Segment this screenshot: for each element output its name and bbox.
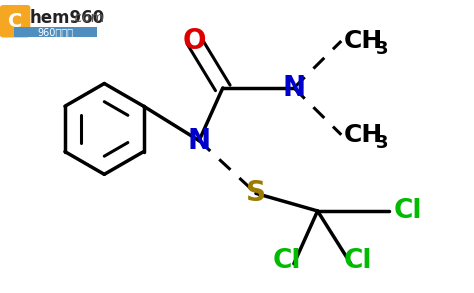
Text: 3: 3 <box>376 134 388 152</box>
Text: 3: 3 <box>376 40 388 58</box>
Text: 960化工网: 960化工网 <box>37 27 73 37</box>
Text: CH: CH <box>344 29 383 53</box>
Text: CH: CH <box>344 123 383 147</box>
Text: Cl: Cl <box>273 248 301 274</box>
Text: S: S <box>246 179 266 207</box>
Text: hem960: hem960 <box>29 8 104 27</box>
Text: N: N <box>283 74 305 102</box>
Text: C: C <box>8 12 22 30</box>
Text: O: O <box>182 27 206 55</box>
Text: N: N <box>188 127 210 155</box>
Text: .com: .com <box>70 11 104 25</box>
Text: Cl: Cl <box>393 198 422 224</box>
Text: Cl: Cl <box>344 248 372 274</box>
FancyBboxPatch shape <box>0 5 30 38</box>
Bar <box>14 27 97 37</box>
